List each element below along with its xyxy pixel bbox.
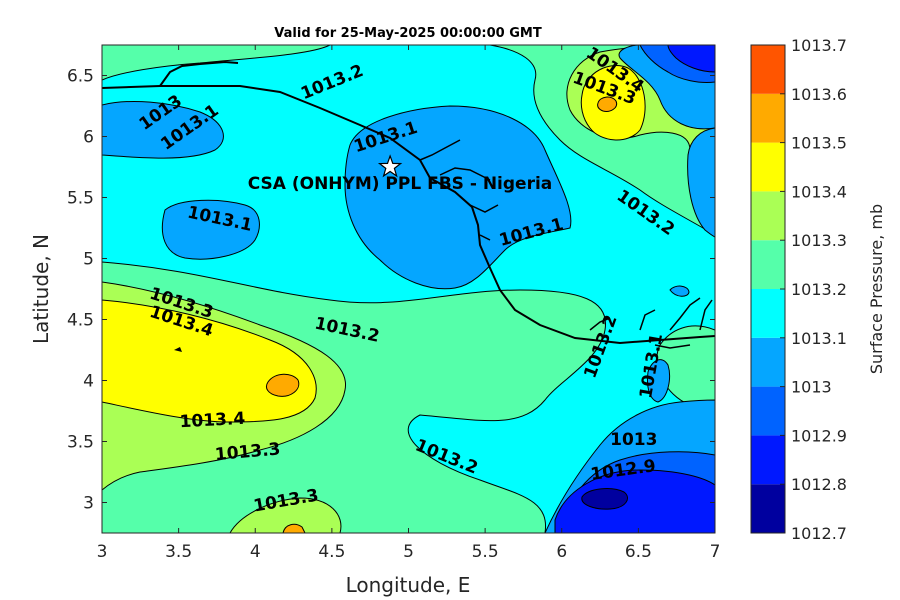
contour-label: 1013.4 <box>179 409 246 432</box>
x-tick-label: 4 <box>250 542 261 562</box>
x-tick-label: 5.5 <box>472 542 499 562</box>
x-tick-label: 7 <box>710 542 721 562</box>
y-axis-label: Latitude, N <box>29 234 53 344</box>
low-1012-8-northeast <box>667 45 715 73</box>
low-1013-0-spot <box>669 285 690 297</box>
low-1012-8-southeast <box>554 469 715 533</box>
spot-1013-5-west <box>265 373 300 397</box>
site-group: CSA (ONHYM) PPL FBS - Nigeria <box>248 154 553 194</box>
x-tick-label: 6.5 <box>625 542 652 562</box>
colorbar-tick-label: 1013.4 <box>791 182 847 201</box>
filled-contours <box>102 45 715 533</box>
site-label: CSA (ONHYM) PPL FBS - Nigeria <box>248 174 553 194</box>
colorbar-tick-label: 1012.9 <box>791 426 847 445</box>
chart-title: Valid for 25-May-2025 00:00:00 GMT <box>274 26 542 41</box>
colorbar-tick-label: 1013.2 <box>791 280 847 299</box>
y-tick-label: 6 <box>83 128 94 148</box>
y-tick-label: 5.5 <box>67 189 94 209</box>
x-tick-label: 3 <box>97 542 108 562</box>
spot-1013-5-northeast <box>597 96 618 112</box>
y-tick-label: 4.5 <box>67 311 94 331</box>
x-tick-label: 6 <box>556 542 567 562</box>
band-1013-4-west <box>102 299 317 423</box>
coastline-north <box>159 60 239 87</box>
y-axis-ticks: 3 3.5 4 4.5 5 5.5 6 6.5 <box>67 67 715 514</box>
colorbar-tick-label: 1013.5 <box>791 134 847 153</box>
site-star-icon <box>377 154 403 178</box>
coastline <box>102 85 715 345</box>
creek-lines <box>419 139 713 349</box>
contour-label: 1013 <box>610 430 657 450</box>
colorbar-label: Surface Pressure, mb <box>867 204 886 374</box>
band-1013-3-south <box>229 497 342 533</box>
colorbar-tick-label: 1013.7 <box>791 36 847 55</box>
colorbar: 1012.7 1012.8 1012.9 1013 1013.1 1013.2 1013.3… <box>750 36 847 543</box>
y-tick-label: 4 <box>83 372 94 392</box>
colorbar-swatch <box>751 45 785 94</box>
x-tick-label: 5 <box>403 542 414 562</box>
x-tick-label: 3.5 <box>165 542 192 562</box>
colorbar-tick-label: 1013.6 <box>791 85 847 104</box>
x-axis-label: Longitude, E <box>346 573 471 597</box>
spot-1013-5-south <box>282 523 306 533</box>
x-axis-ticks: 3 3.5 4 4.5 5 5.5 6 6.5 7 <box>97 45 721 562</box>
colorbar-tick-label: 1013.1 <box>791 329 847 348</box>
colorbar-tick-label: 1013.3 <box>791 231 847 250</box>
y-tick-label: 3.5 <box>67 433 94 453</box>
colorbar-swatch <box>751 142 785 192</box>
colorbar-swatch <box>751 337 785 387</box>
colorbar-swatch <box>751 435 785 485</box>
low-1013-0-northwest <box>102 100 224 159</box>
colorbar-swatch <box>751 386 785 436</box>
low-1013-0-east-edge <box>687 127 715 238</box>
colorbar-swatch <box>751 484 785 533</box>
colorbar-swatch <box>751 93 785 143</box>
low-1013-0-west <box>161 199 260 260</box>
y-tick-label: 6.5 <box>67 67 94 87</box>
colorbar-swatch <box>751 289 785 338</box>
colorbar-tick-label: 1012.8 <box>791 475 847 494</box>
colorbar-tick-label: 1013 <box>791 378 832 397</box>
low-1013-0-east-spot <box>647 359 671 403</box>
tiny-marker <box>174 347 182 352</box>
low-1013-0-central <box>344 105 572 290</box>
x-tick-label: 4.5 <box>318 542 345 562</box>
low-1012-7-southeast <box>581 488 628 510</box>
colorbar-swatch <box>751 191 785 241</box>
colorbar-tick-label: 1012.7 <box>791 524 847 543</box>
colorbar-swatch <box>751 240 785 289</box>
y-tick-label: 5 <box>83 250 94 270</box>
y-tick-label: 3 <box>83 494 94 514</box>
